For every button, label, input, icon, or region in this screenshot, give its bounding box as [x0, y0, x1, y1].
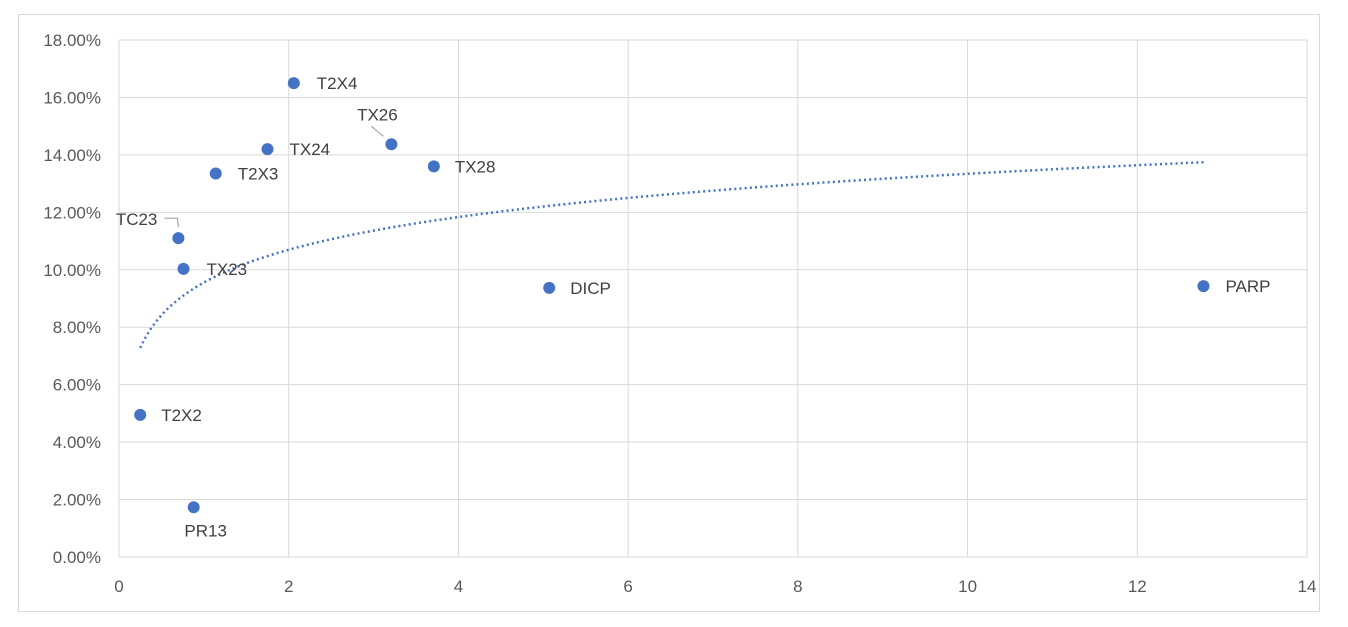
leader-line	[164, 217, 179, 228]
y-tick-label: 16.00%	[43, 88, 101, 107]
y-tick-label: 2.00%	[53, 491, 101, 510]
data-points	[134, 77, 1210, 514]
point-label-tx24: TX24	[290, 140, 331, 159]
y-tick-label: 14.00%	[43, 146, 101, 165]
y-tick-label: 6.00%	[53, 376, 101, 395]
data-point-tc23	[172, 232, 185, 245]
y-tick-label: 10.00%	[43, 261, 101, 280]
leader-line	[371, 125, 384, 137]
point-label-tx23: TX23	[206, 260, 247, 279]
point-label-parp: PARP	[1225, 277, 1270, 296]
y-tick-label: 12.00%	[43, 203, 101, 222]
point-label-t2x4: T2X4	[317, 74, 358, 93]
data-point-t2x4	[287, 77, 300, 90]
data-point-tx28	[427, 160, 440, 173]
point-label-tc23: TC23	[116, 210, 158, 229]
gridlines	[118, 39, 1308, 558]
trendline	[139, 160, 1204, 349]
point-label-tx28: TX28	[455, 157, 496, 176]
x-tick-label: 0	[114, 577, 123, 596]
trendline-layer	[139, 160, 1204, 349]
y-tick-label: 0.00%	[53, 548, 101, 567]
point-label-t2x2: T2X2	[161, 406, 202, 425]
data-point-tx24	[261, 143, 274, 156]
data-point-dicp	[543, 281, 556, 294]
x-tick-label: 2	[284, 577, 293, 596]
x-tick-label: 6	[623, 577, 632, 596]
point-label-t2x3: T2X3	[238, 165, 279, 184]
point-label-tx26: TX26	[357, 105, 398, 124]
point-label-pr13: PR13	[184, 521, 227, 540]
x-tick-label: 4	[454, 577, 463, 596]
y-tick-label: 8.00%	[53, 318, 101, 337]
x-tick-label: 14	[1298, 577, 1317, 596]
data-point-tx26	[385, 138, 398, 151]
chart-frame	[18, 14, 1320, 612]
x-tick-label: 10	[958, 577, 977, 596]
data-point-tx23	[177, 262, 190, 275]
point-labels: T2X2 TC23 TX23 PR13 T2X3 TX24 T2X4 TX26 TX28 DICP…	[116, 74, 1271, 540]
x-tick-label: 12	[1128, 577, 1147, 596]
data-point-t2x3	[209, 167, 222, 180]
y-tick-label: 18.00%	[43, 31, 101, 50]
x-tick-label: 8	[793, 577, 802, 596]
axis-tick-labels: 0.00% 2.00% 4.00% 6.00% 8.00% 10.00% 12.00% 14.…	[43, 31, 1316, 596]
data-point-parp	[1197, 280, 1210, 293]
data-point-pr13	[187, 501, 200, 514]
point-label-dicp: DICP	[570, 279, 611, 298]
data-point-t2x2	[134, 408, 147, 421]
y-tick-label: 4.00%	[53, 433, 101, 452]
